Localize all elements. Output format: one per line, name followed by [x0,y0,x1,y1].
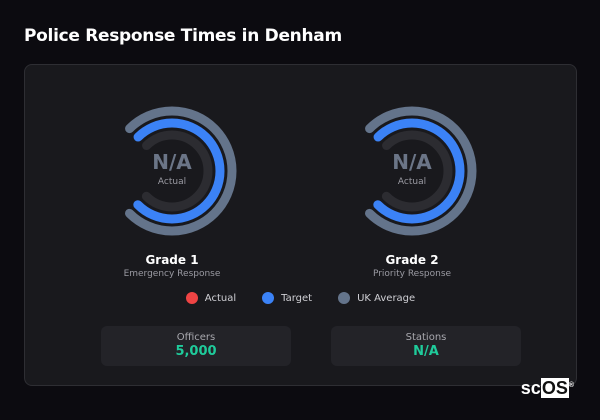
stat-label: Stations [405,332,447,343]
gauge-value: N/A [152,150,192,174]
gauge-rings [107,106,237,236]
target-dot-icon [262,292,275,304]
stat-stations: Stations N/A [331,326,521,366]
legend-item-uk-average: UK Average [338,292,415,304]
gauge-label: Actual [397,177,427,187]
gauge-grade-1: N/A Actual Grade 1 Emergency Response [102,101,242,279]
gauge-rings [347,106,477,236]
gauge-name: Grade 1 [145,253,199,267]
actual-ring-track [371,130,453,212]
legend: Actual Target UK Average [25,292,576,304]
uk-average-ring [107,106,237,236]
actual-dot-icon [185,292,198,304]
actual-ring-track [131,130,213,212]
legend-item-target: Target [262,292,312,304]
legend-item-actual: Actual [185,292,236,304]
target-ring [359,118,465,224]
uk-average-ring [347,106,477,236]
gauge-name: Grade 2 [385,253,439,267]
stat-officers: Officers 5,000 [101,326,291,366]
response-times-card: N/A Actual Grade 1 Emergency Response N/… [24,64,577,386]
scos-logo: scOS® [520,378,574,398]
gauge-subtitle: Priority Response [372,269,452,279]
stat-label: Officers [176,332,216,343]
target-ring [119,118,225,224]
gauge-value: N/A [392,150,432,174]
gauge-label: Actual [157,177,187,187]
page-title: Police Response Times in Denham [24,26,342,46]
gauge-subtitle: Emergency Response [123,269,221,279]
uk-average-dot-icon [338,292,351,304]
gauge-grade-2: N/A Actual Grade 2 Priority Response [342,101,482,279]
stat-value: 5,000 [175,344,217,359]
stat-value: N/A [413,344,439,359]
